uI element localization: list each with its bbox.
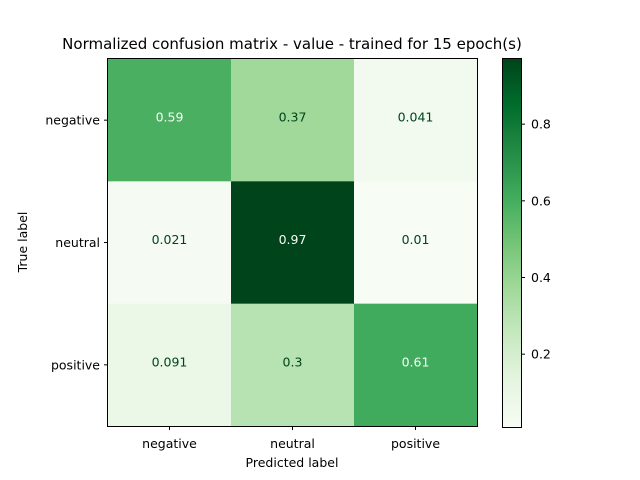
y-tick-label: neutral	[55, 235, 100, 250]
colorbar-tick-label: 0.6	[531, 193, 551, 208]
y-axis-label: True label	[15, 212, 30, 274]
cell-value-label: 0.97	[279, 232, 307, 247]
colorbar-tick-label: 0.2	[531, 347, 551, 362]
y-tick-label: positive	[51, 357, 100, 372]
colorbar-tick-label: 0.4	[531, 270, 551, 285]
heatmap-cell-negative-positive	[354, 59, 478, 182]
x-tick-label: positive	[391, 436, 440, 451]
x-axis-label: Predicted label	[246, 455, 339, 470]
cell-value-label: 0.01	[402, 232, 430, 247]
cell-value-label: 0.021	[152, 232, 188, 247]
heatmap-cell-positive-negative	[108, 303, 232, 427]
y-axis-ticks: negative neutral positive	[45, 113, 108, 372]
heatmap-cell-neutral-positive	[354, 181, 478, 305]
heatmap-cell-negative-negative	[108, 59, 232, 182]
cell-value-label: 0.041	[398, 110, 434, 125]
colorbar-frame	[502, 58, 522, 428]
colorbar-ticks: 0.2 0.4 0.6 0.8	[521, 117, 551, 362]
chart-title: Normalized confusion matrix - value - tr…	[62, 35, 522, 53]
heatmap-cell-negative-neutral	[231, 59, 355, 182]
x-tick-label: negative	[142, 436, 197, 451]
cell-value-label: 0.091	[152, 354, 188, 369]
cell-value-label: 0.3	[283, 354, 303, 369]
y-tick-label: negative	[45, 113, 100, 128]
heatmap-cell-neutral-neutral	[231, 181, 355, 305]
heatmap-cell-positive-positive	[354, 303, 478, 427]
colorbar-tick-label: 0.8	[531, 117, 551, 132]
x-axis-ticks: negative neutral positive	[142, 426, 440, 451]
heatmap-cell-neutral-negative	[108, 181, 232, 305]
cell-value-label: 0.59	[156, 110, 184, 125]
colorbar	[503, 59, 521, 427]
heatmap-cells	[108, 59, 478, 427]
cell-value-label: 0.61	[402, 354, 430, 369]
cell-value-label: 0.37	[279, 110, 307, 125]
heatmap-cell-positive-neutral	[231, 303, 355, 427]
x-tick-label: neutral	[270, 436, 315, 451]
heatmap-cell-labels: 0.59 0.37 0.041 0.021 0.97 0.01 0.091 0.3 0.61	[152, 110, 434, 370]
